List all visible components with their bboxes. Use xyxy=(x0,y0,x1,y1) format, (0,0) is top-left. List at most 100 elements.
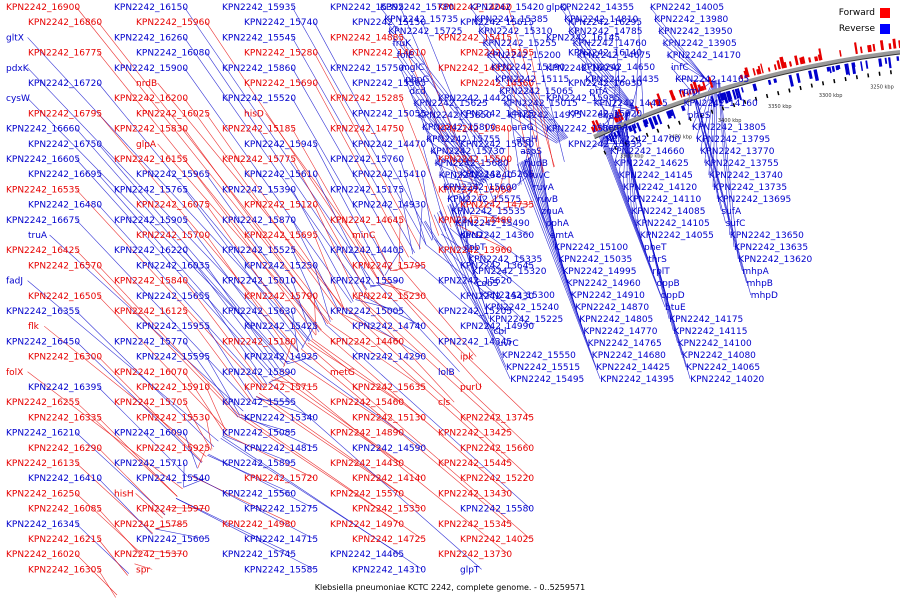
label-connector xyxy=(522,160,546,224)
gene-label: KPN2242_13745 xyxy=(460,413,534,423)
gene-label: KPN2242_16720 xyxy=(28,79,102,89)
label-connector xyxy=(97,477,153,535)
reverse-gene-block xyxy=(648,117,656,130)
gene-label: KPN2242_16085 xyxy=(28,505,102,515)
legend-reverse-label: Reverse xyxy=(838,24,875,34)
label-connector xyxy=(649,6,709,83)
label-connector xyxy=(398,219,401,265)
feature-tick xyxy=(699,113,703,118)
label-connector xyxy=(238,416,293,433)
gene-label: KPN2242_16200 xyxy=(114,94,188,104)
label-connector xyxy=(75,6,330,323)
label-connector xyxy=(205,22,379,281)
gene-label: cls xyxy=(438,398,450,408)
legend-reverse-swatch xyxy=(880,24,890,34)
gene-label: nudB xyxy=(525,159,548,169)
label-connector xyxy=(398,264,477,357)
forward-gene-block xyxy=(773,64,777,71)
gene-label: KPN2242_15535 xyxy=(451,207,525,217)
reverse-gene-block xyxy=(633,123,637,129)
gene-label: KPN2242_16140 xyxy=(568,49,642,59)
label-connector xyxy=(183,189,304,348)
gene-label: KPN2242_15525 xyxy=(222,246,296,256)
label-connector xyxy=(396,54,485,184)
label-connector xyxy=(430,150,485,183)
gene-label: KPN2242_15785 xyxy=(114,520,188,530)
gene-label: KPN2242_16660 xyxy=(6,125,80,135)
gene-label: KPN2242_14970 xyxy=(330,520,404,530)
label-connector xyxy=(718,79,735,248)
label-connector xyxy=(97,174,276,376)
forward-gene-block xyxy=(617,108,624,121)
gene-label: KPN2242_14100 xyxy=(678,339,752,349)
label-connector xyxy=(521,161,593,356)
gene-label: KPN2242_15225 xyxy=(489,315,563,325)
label-connector xyxy=(511,126,537,154)
gene-label: KPN2242_15370 xyxy=(114,550,188,560)
gene-label: KPN2242_15150 xyxy=(352,18,426,28)
label-connector xyxy=(425,244,509,312)
gene-label: KPN2242_16675 xyxy=(6,216,80,226)
label-connector xyxy=(291,280,313,339)
label-connector xyxy=(208,453,315,509)
gene-label: KPN2242_15610 xyxy=(244,170,318,180)
gene-label: uvrC xyxy=(498,339,519,349)
label-connector xyxy=(499,90,560,143)
gene-label: KPN2242_15555 xyxy=(222,398,296,408)
feature-tick xyxy=(613,145,617,151)
gene-label: KPN2242_14910 xyxy=(571,291,645,301)
gene-label: KPN2242_14625 xyxy=(615,159,689,169)
label-connector xyxy=(259,392,423,509)
gene-label: KPN2242_15860 xyxy=(222,64,296,74)
gene-label: KPN2242_15115 xyxy=(495,75,569,85)
reverse-gene-block xyxy=(645,118,649,125)
gene-label: KPN2242_16775 xyxy=(28,49,102,59)
gene-label: KPN2242_13735 xyxy=(713,183,787,193)
gene-label: KPN2242_16335 xyxy=(28,413,102,423)
label-connector xyxy=(469,6,569,139)
label-connector xyxy=(370,280,401,288)
gene-label: KPN2242_13960 xyxy=(438,246,512,256)
gene-label: KPN2242_14995 xyxy=(562,267,636,277)
gene-label: KPN2242_14110 xyxy=(627,195,701,205)
label-connector xyxy=(27,280,219,442)
label-connector xyxy=(313,174,372,287)
gene-label: KPN2242_14465 xyxy=(330,550,404,560)
gene-label: infC xyxy=(671,63,689,73)
label-connector xyxy=(192,475,315,540)
reverse-gene-block xyxy=(725,90,732,103)
reverse-gene-block xyxy=(616,130,622,137)
label-connector xyxy=(313,295,317,335)
gene-label: KPN2242_15970 xyxy=(136,505,210,515)
gene-label: KPN2242_14805 xyxy=(579,315,653,325)
label-connector xyxy=(594,125,666,308)
gene-label: KPN2242_14870 xyxy=(575,303,649,313)
label-connector xyxy=(134,563,153,570)
label-connector xyxy=(519,162,597,368)
feature-tick xyxy=(656,128,660,133)
reverse-gene-block xyxy=(884,57,888,64)
gene-label: KPN2242_13980 xyxy=(654,15,728,25)
label-connector xyxy=(286,356,315,365)
gene-label: KPN2242_14005 xyxy=(650,3,724,13)
label-connector xyxy=(637,22,645,127)
label-connector xyxy=(529,22,565,162)
gene-label: KPN2242_15700 xyxy=(136,231,210,241)
label-connector xyxy=(691,87,722,212)
label-connector xyxy=(486,54,564,141)
feature-tick xyxy=(688,116,692,122)
label-connector xyxy=(256,395,401,494)
label-connector xyxy=(183,158,317,336)
label-connector xyxy=(507,98,522,185)
forward-gene-block xyxy=(818,48,823,61)
gene-label: KPN2242_14055 xyxy=(640,231,714,241)
gene-label: rpmI xyxy=(679,87,700,97)
gene-label: KPN2242_14765 xyxy=(588,339,662,349)
gene-label: KPN2242_16070 xyxy=(114,368,188,378)
gene-label: KPN2242_14610 xyxy=(352,49,426,59)
label-connector xyxy=(291,158,367,291)
reverse-gene-block xyxy=(752,83,758,92)
gene-label: KPN2242_14125 xyxy=(460,109,534,119)
reverse-gene-block xyxy=(656,114,663,125)
gene-label: KPN2242_15965 xyxy=(136,170,210,180)
